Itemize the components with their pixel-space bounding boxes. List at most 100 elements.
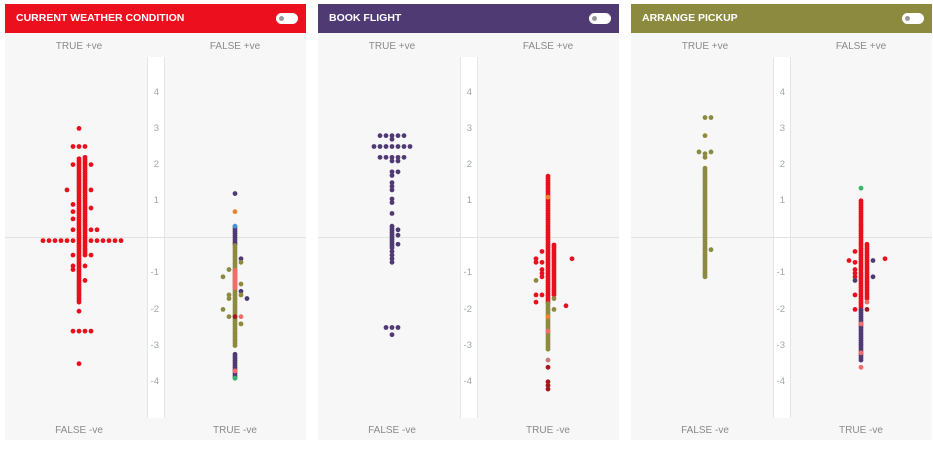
data-point[interactable]: [88, 205, 94, 211]
data-point[interactable]: [545, 173, 551, 179]
data-point[interactable]: [389, 259, 395, 265]
data-point[interactable]: [389, 252, 395, 258]
data-point[interactable]: [870, 258, 876, 263]
data-point[interactable]: [858, 198, 864, 204]
data-point[interactable]: [106, 238, 112, 244]
panel-toggle[interactable]: [589, 13, 611, 24]
data-point[interactable]: [232, 375, 238, 381]
data-point[interactable]: [70, 144, 76, 149]
data-point[interactable]: [383, 154, 389, 160]
data-point[interactable]: [389, 249, 395, 254]
data-point[interactable]: [371, 144, 377, 149]
data-point[interactable]: [226, 267, 232, 272]
data-point[interactable]: [220, 274, 226, 280]
data-point[interactable]: [389, 173, 395, 178]
data-point[interactable]: [533, 256, 539, 262]
data-point[interactable]: [389, 133, 395, 139]
data-point[interactable]: [52, 238, 58, 244]
data-point[interactable]: [82, 263, 88, 269]
data-point[interactable]: [708, 115, 714, 120]
data-point[interactable]: [70, 209, 76, 215]
data-point[interactable]: [389, 144, 395, 149]
data-point[interactable]: [395, 325, 401, 330]
data-point[interactable]: [88, 227, 94, 233]
data-point[interactable]: [70, 162, 76, 168]
data-point[interactable]: [852, 292, 858, 298]
data-point[interactable]: [401, 144, 407, 149]
data-point[interactable]: [220, 307, 226, 312]
data-point[interactable]: [64, 238, 70, 244]
data-point[interactable]: [94, 227, 100, 233]
data-point[interactable]: [533, 259, 539, 265]
data-point[interactable]: [232, 243, 238, 249]
data-point[interactable]: [88, 328, 94, 334]
data-point[interactable]: [82, 144, 88, 149]
data-point[interactable]: [389, 196, 395, 202]
data-point[interactable]: [407, 144, 413, 149]
data-point[interactable]: [708, 149, 714, 155]
data-point[interactable]: [88, 162, 94, 168]
data-point[interactable]: [858, 350, 864, 356]
data-point[interactable]: [852, 278, 858, 283]
data-point[interactable]: [563, 303, 569, 309]
data-point[interactable]: [539, 249, 545, 254]
data-point[interactable]: [383, 133, 389, 139]
data-point[interactable]: [70, 216, 76, 222]
panel-toggle[interactable]: [902, 13, 924, 24]
data-point[interactable]: [864, 241, 870, 247]
data-point[interactable]: [539, 267, 545, 272]
data-point[interactable]: [401, 154, 407, 160]
data-point[interactable]: [864, 299, 870, 305]
data-point[interactable]: [389, 332, 395, 338]
data-point[interactable]: [852, 274, 858, 280]
data-point[interactable]: [545, 383, 551, 388]
data-point[interactable]: [389, 211, 395, 216]
data-point[interactable]: [539, 270, 545, 276]
data-point[interactable]: [533, 292, 539, 298]
data-point[interactable]: [539, 292, 545, 298]
data-point[interactable]: [389, 154, 395, 160]
data-point[interactable]: [864, 307, 870, 312]
data-point[interactable]: [545, 386, 551, 392]
data-point[interactable]: [389, 256, 395, 262]
data-point[interactable]: [82, 328, 88, 334]
data-point[interactable]: [389, 200, 395, 206]
data-point[interactable]: [545, 301, 551, 307]
data-point[interactable]: [858, 185, 864, 191]
data-point[interactable]: [858, 364, 864, 370]
data-point[interactable]: [395, 169, 401, 175]
data-point[interactable]: [238, 256, 244, 262]
data-point[interactable]: [395, 232, 401, 238]
data-point[interactable]: [100, 238, 106, 244]
data-point[interactable]: [389, 187, 395, 193]
data-point[interactable]: [232, 351, 238, 357]
data-point[interactable]: [377, 154, 383, 160]
data-point[interactable]: [702, 165, 708, 171]
data-point[interactable]: [82, 278, 88, 283]
data-point[interactable]: [545, 314, 551, 320]
data-point[interactable]: [46, 238, 52, 244]
data-point[interactable]: [377, 144, 383, 149]
data-point[interactable]: [569, 256, 575, 262]
data-point[interactable]: [94, 238, 100, 244]
data-point[interactable]: [232, 368, 238, 374]
data-point[interactable]: [395, 241, 401, 247]
data-point[interactable]: [244, 296, 250, 301]
data-point[interactable]: [389, 158, 395, 164]
data-point[interactable]: [852, 270, 858, 276]
data-point[interactable]: [539, 259, 545, 265]
data-point[interactable]: [389, 136, 395, 142]
data-point[interactable]: [846, 258, 852, 263]
data-point[interactable]: [708, 247, 714, 253]
data-point[interactable]: [118, 238, 124, 244]
data-point[interactable]: [58, 238, 64, 244]
data-point[interactable]: [395, 154, 401, 160]
data-point[interactable]: [70, 227, 76, 233]
data-point[interactable]: [389, 180, 395, 186]
data-point[interactable]: [551, 296, 557, 301]
data-point[interactable]: [882, 256, 888, 262]
data-point[interactable]: [702, 115, 708, 120]
data-point[interactable]: [226, 296, 232, 301]
data-point[interactable]: [70, 267, 76, 272]
data-point[interactable]: [232, 209, 238, 215]
